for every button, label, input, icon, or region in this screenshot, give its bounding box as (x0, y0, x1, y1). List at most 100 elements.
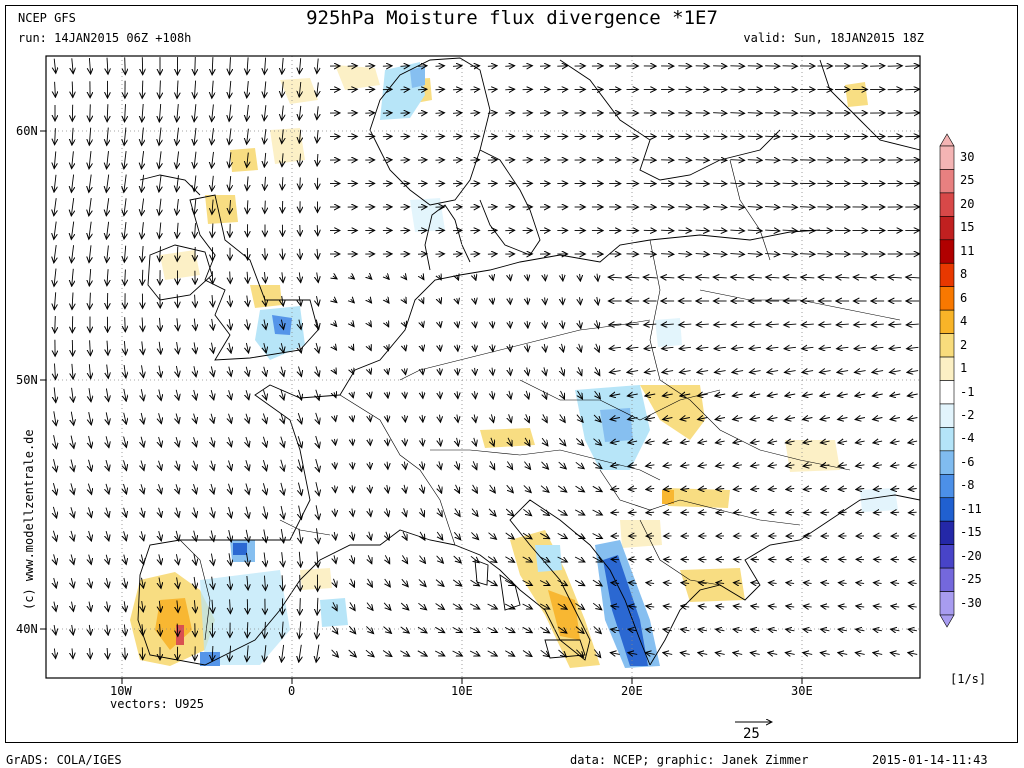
wind-vector (785, 441, 795, 443)
wind-vector (351, 276, 355, 279)
wind-vector (819, 347, 831, 348)
wind-vector (386, 299, 389, 303)
wind-vector (106, 483, 109, 494)
wind-vector (229, 530, 232, 542)
wind-vector (540, 485, 549, 493)
wind-vector (733, 606, 742, 607)
wind-vector (316, 435, 320, 448)
wind-vector (768, 512, 777, 513)
wind-vector (107, 104, 108, 122)
wind-vector (54, 648, 55, 659)
wind-vector (124, 341, 125, 355)
wind-vector (905, 66, 919, 67)
wind-vector (784, 347, 796, 348)
wind-vector (299, 129, 300, 143)
wind-vector (487, 66, 497, 67)
wind-vector (72, 363, 73, 379)
wind-vector (246, 529, 249, 542)
wind-vector (176, 507, 179, 518)
shade-alps (480, 428, 535, 448)
wind-vector (855, 653, 865, 655)
wind-vector (382, 650, 392, 657)
wind-vector (837, 347, 849, 348)
wind-vector (838, 606, 847, 607)
wind-vector (229, 80, 231, 98)
footer-timestamp: 2015-01-14-11:43 (872, 753, 988, 767)
wind-vector (387, 369, 388, 375)
wind-vector (492, 344, 493, 351)
wind-vector (698, 489, 707, 490)
wind-vector (160, 246, 161, 261)
wind-vector (853, 277, 867, 278)
wind-vector (733, 489, 742, 490)
wind-vector (574, 533, 585, 539)
wind-vector (417, 626, 427, 633)
wind-vector (264, 129, 266, 144)
wind-vector (474, 437, 476, 446)
wind-vector (246, 413, 249, 424)
wind-vector (71, 221, 73, 240)
wind-vector (229, 460, 232, 471)
wind-vector (422, 345, 423, 351)
wind-vector (678, 160, 691, 161)
wind-vector (626, 277, 640, 278)
wind-vector (747, 183, 762, 184)
wind-vector (558, 437, 566, 446)
wind-vector (765, 230, 780, 231)
wind-vector (713, 277, 727, 278)
wind-vector (803, 583, 812, 584)
lon-label-0: 0 (288, 684, 296, 698)
wind-vector (106, 198, 108, 216)
wind-vector (504, 627, 515, 632)
wind-vector (820, 394, 831, 396)
wind-vector (471, 508, 478, 517)
wind-vector (194, 437, 197, 447)
shade-ireland (160, 250, 200, 280)
wind-vector (733, 418, 743, 420)
wind-vector (713, 113, 727, 114)
wind-vector (698, 653, 708, 655)
wind-vector (715, 418, 725, 420)
wind-vector (873, 489, 882, 490)
colorbar-swatch (939, 403, 955, 428)
wind-vector (229, 645, 230, 662)
wind-vector (557, 603, 567, 610)
wind-vector (457, 344, 458, 352)
wind-vector (782, 160, 798, 161)
wind-vector (452, 627, 463, 632)
wind-vector (106, 388, 108, 402)
wind-vector (264, 105, 266, 121)
wind-vector (698, 512, 707, 513)
wind-vector (492, 275, 493, 281)
wind-vector (611, 629, 620, 631)
wind-vector (265, 248, 266, 259)
west-europe-coast (137, 384, 456, 666)
wind-vector (593, 626, 602, 633)
wind-vector (836, 324, 849, 325)
wind-vector (72, 601, 74, 612)
wind-vector (820, 441, 830, 443)
wind-vector (72, 58, 73, 73)
wind-vector (440, 345, 441, 351)
wind-vector (177, 198, 179, 215)
wind-vector (194, 553, 196, 565)
wind-vector (335, 485, 336, 492)
wind-vector (801, 324, 814, 325)
wind-vector (298, 459, 301, 472)
wind-vector (405, 391, 406, 399)
wind-vector (505, 508, 514, 516)
wind-vector (142, 103, 143, 122)
wind-vector (124, 577, 126, 588)
wind-vector (333, 323, 336, 327)
wind-vector (663, 606, 672, 607)
wind-vector (124, 221, 126, 239)
wind-vector (439, 322, 440, 328)
wind-vector (696, 324, 709, 325)
wind-vector (194, 199, 196, 214)
wind-vector (177, 127, 179, 146)
scotland-islands (139, 174, 201, 196)
wind-vector (713, 230, 727, 231)
wind-vector (385, 555, 389, 563)
wind-vector (593, 649, 600, 658)
wind-vector (195, 56, 196, 75)
